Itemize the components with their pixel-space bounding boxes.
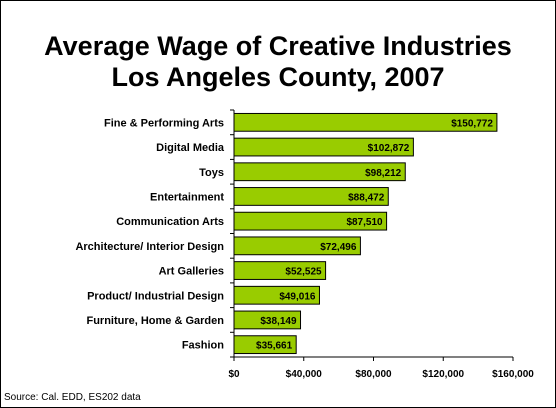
category-label: Product/ Industrial Design — [87, 290, 224, 302]
category-label: Architecture/ Interior Design — [75, 241, 224, 253]
category-label: Fashion — [182, 340, 224, 352]
x-tick-label: $160,000 — [492, 369, 534, 380]
bar-value-label: $98,212 — [365, 168, 402, 179]
chart-title-line-2: Los Angeles County, 2007 — [111, 62, 445, 92]
bar-value-label: $87,510 — [346, 217, 383, 228]
category-label: Toys — [199, 167, 224, 179]
category-label: Furniture, Home & Garden — [86, 315, 224, 327]
category-label: Art Galleries — [159, 266, 224, 278]
x-tick-label: $40,000 — [286, 369, 323, 380]
bar-value-label: $88,472 — [348, 192, 385, 203]
category-label: Communication Arts — [116, 216, 224, 228]
chart-title-line-1: Average Wage of Creative Industries — [44, 31, 512, 61]
x-tick-label: $120,000 — [422, 369, 464, 380]
bar-value-label: $102,872 — [368, 143, 410, 154]
x-tick-label: $80,000 — [355, 369, 392, 380]
bar-value-label: $150,772 — [451, 118, 493, 129]
category-label: Digital Media — [156, 142, 225, 154]
chart-title: Average Wage of Creative Industries Los … — [1, 31, 555, 93]
bar-value-label: $49,016 — [279, 291, 316, 302]
bar-value-label: $38,149 — [260, 316, 297, 327]
bar-value-label: $35,661 — [256, 341, 293, 352]
bar-value-label: $72,496 — [320, 242, 357, 253]
category-label: Fine & Performing Arts — [104, 117, 224, 129]
x-tick-label: $0 — [228, 369, 240, 380]
category-label: Entertainment — [150, 191, 224, 203]
bar-value-label: $52,525 — [285, 267, 322, 278]
source-note: Source: Cal. EDD, ES202 data — [4, 392, 141, 403]
